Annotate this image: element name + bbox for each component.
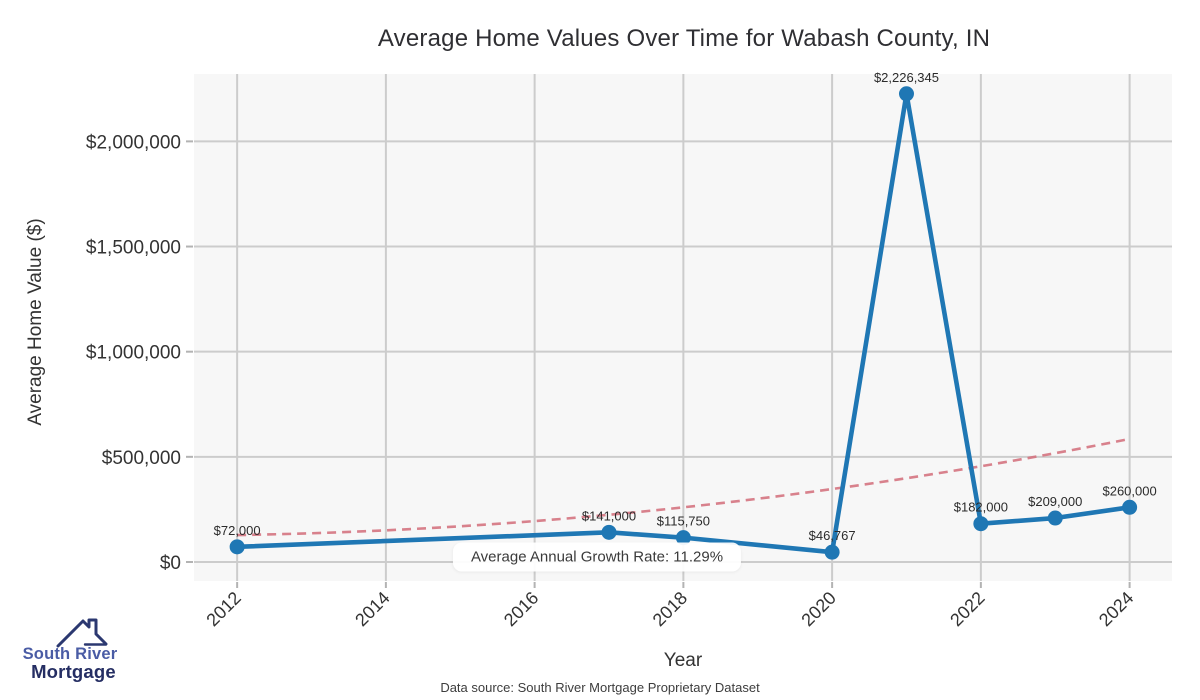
x-tick-label: 2022 [946,588,988,630]
data-point-label: $46,767 [809,528,856,543]
data-point-marker [601,524,617,540]
y-tick-label: $2,000,000 [86,132,181,153]
house-icon [56,618,108,648]
x-axis-label: Year [663,650,703,671]
data-point-label: $72,000 [214,523,261,538]
data-point-label: $182,000 [954,500,1008,515]
y-tick-label: $1,500,000 [86,238,181,259]
data-point-label: $141,000 [582,508,636,523]
data-point-marker [675,530,691,546]
data-source-caption: Data source: South River Mortgage Propri… [440,680,760,695]
data-point-label: $209,000 [1028,494,1082,509]
data-point-label: $2,226,345 [874,70,939,85]
data-point-marker [824,544,840,560]
trend-line [237,437,1130,537]
y-tick-label: $1,000,000 [86,343,181,364]
data-point-marker [973,516,989,532]
data-point-label: $260,000 [1102,483,1156,498]
data-series-line [234,91,1132,555]
data-point-marker [1122,499,1138,515]
series-line [234,91,1132,555]
axis-tick-marks [186,140,1131,588]
data-point-marker [898,86,914,102]
logo-text-line1: South River [22,645,118,663]
x-tick-label: 2014 [351,588,393,630]
south-river-mortgage-logo: South River Mortgage [8,614,132,688]
y-tick-labels: $0 $500,000 $1,000,000 $1,500,000 $2,000,000 [86,132,181,574]
data-point-marker [1047,510,1063,526]
x-tick-label: 2012 [203,588,245,630]
y-tick-label: $500,000 [102,448,181,469]
x-tick-label: 2018 [649,588,691,630]
data-point-label: $115,750 [657,514,710,529]
x-tick-label: 2024 [1095,588,1137,630]
x-tick-label: 2020 [797,588,839,630]
y-axis-label: Average Home Value ($) [25,218,46,426]
chart-title: Average Home Values Over Time for Wabash… [377,25,991,52]
growth-rate-annotation: Average Annual Growth Rate: 11.29% [452,542,742,572]
growth-trend-line [237,437,1130,537]
gridlines [194,74,1172,581]
logo-text-line2: Mortgage [31,661,116,682]
data-point-marker [229,539,245,555]
x-tick-labels: 2012 2014 2016 2018 2020 2022 2024 [203,588,1138,630]
x-tick-label: 2016 [500,588,542,630]
data-point-markers [229,86,1138,560]
y-tick-label: $0 [160,553,181,574]
data-point-labels: $72,000 $141,000 $115,750 $46,767 $2,226,345… [214,70,1157,543]
